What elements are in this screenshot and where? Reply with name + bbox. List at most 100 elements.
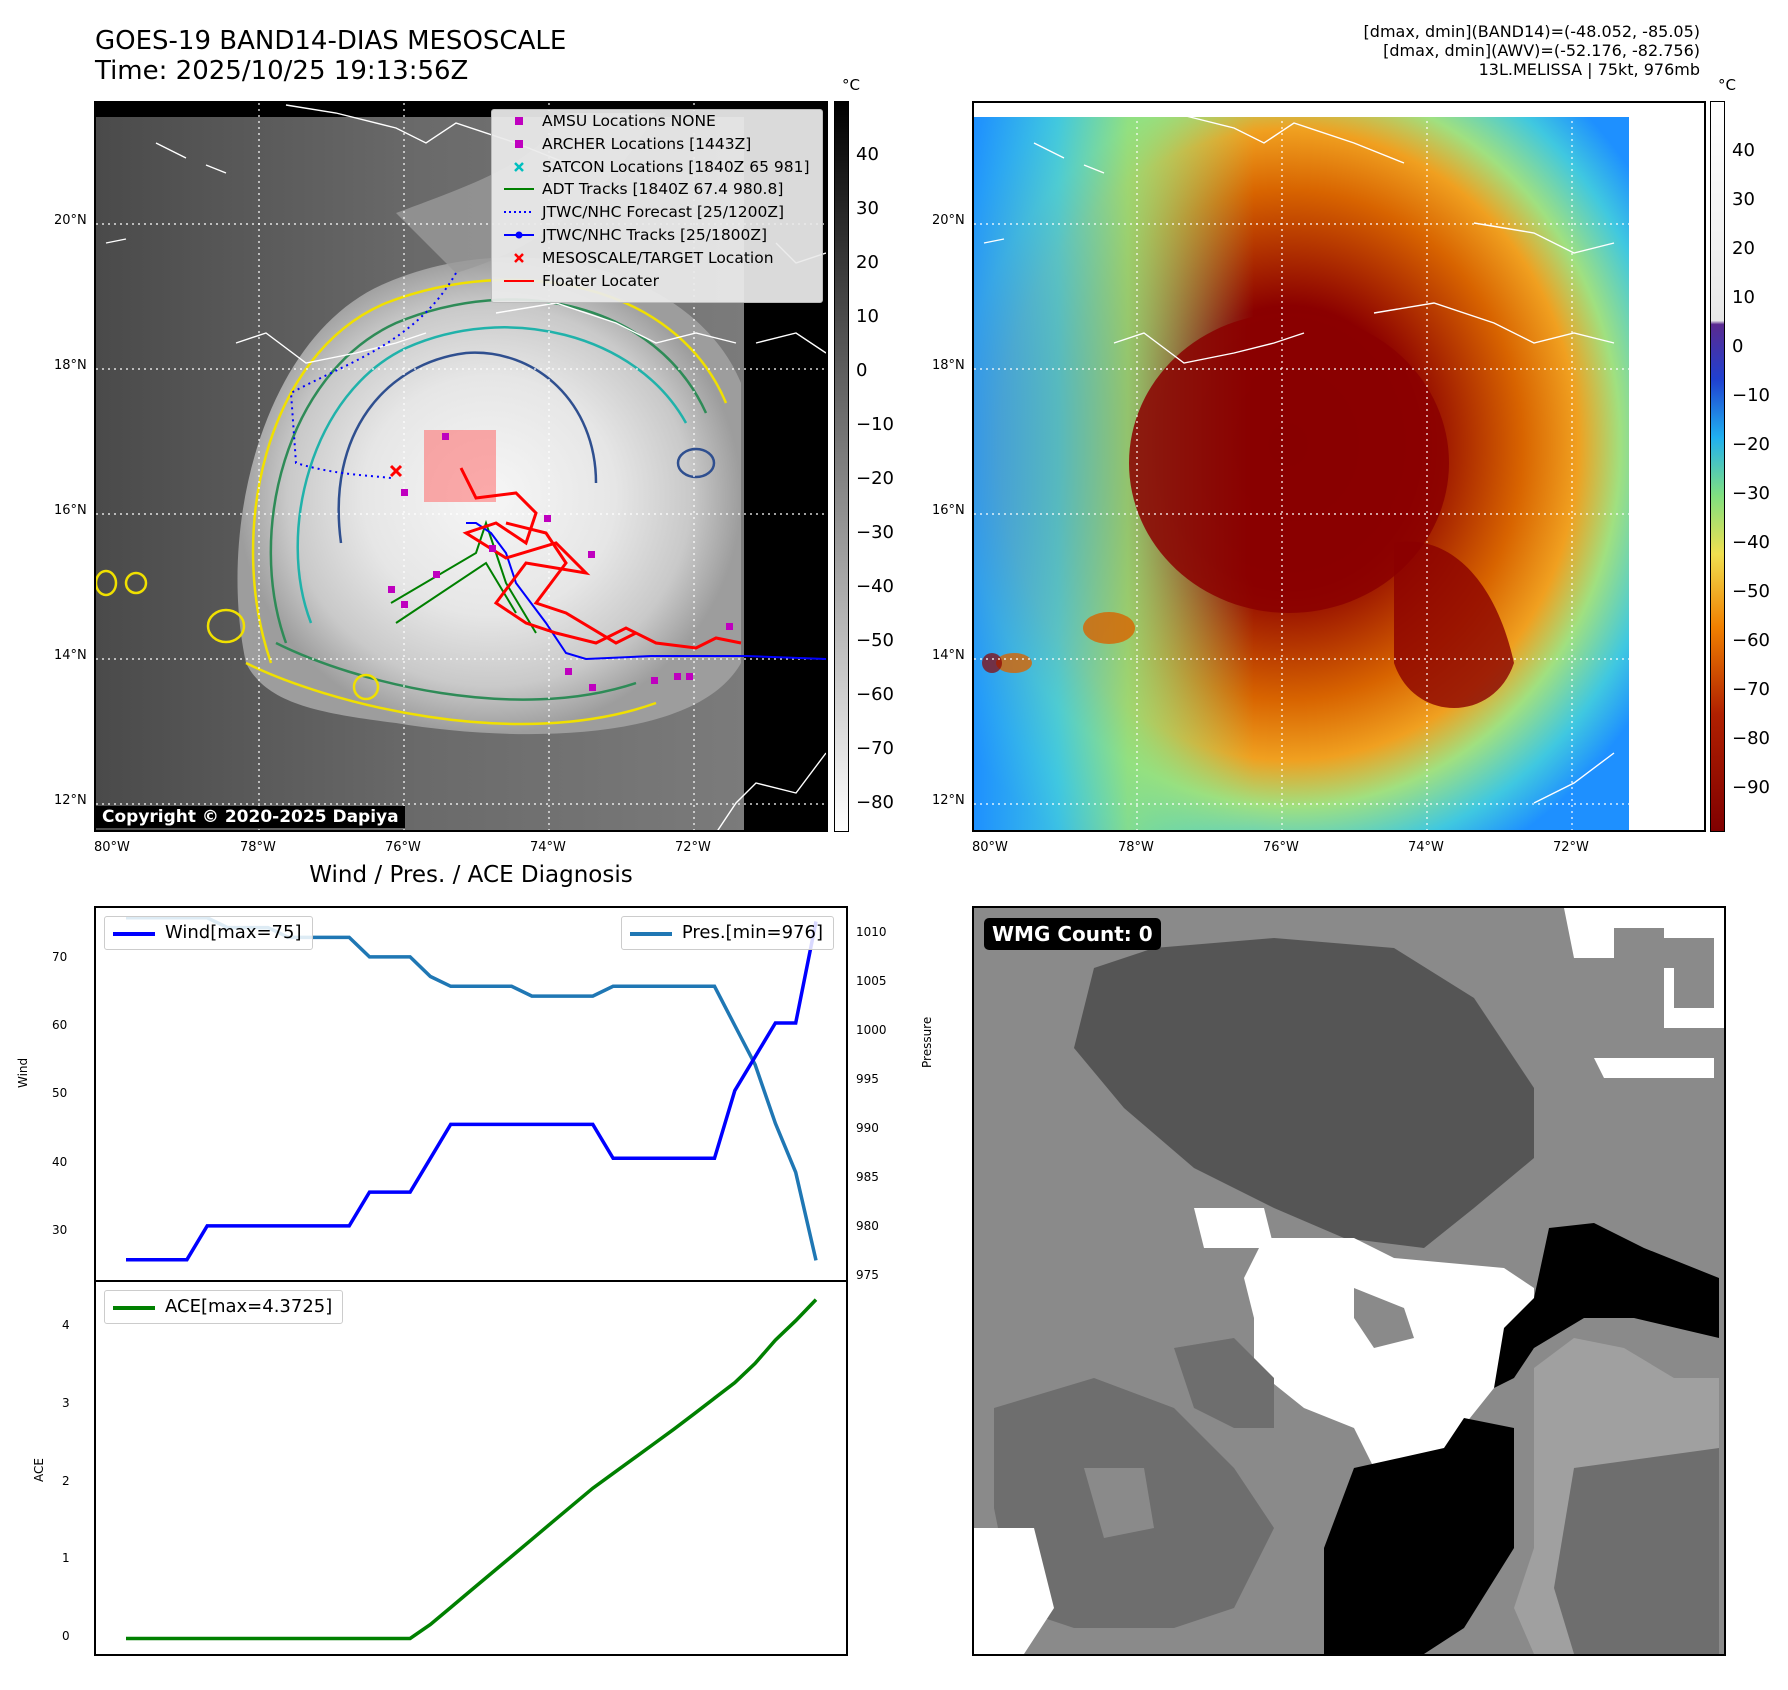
- legend-label-jtwc-tracks: JTWC/NHC Tracks [25/1800Z]: [542, 225, 768, 244]
- ace-tick-3: 3: [62, 1396, 70, 1410]
- wind-tick-50: 50: [52, 1086, 68, 1100]
- ace-tick-0: 0: [62, 1629, 70, 1643]
- pres-tick-985: 985: [856, 1170, 879, 1184]
- awv-colorbar: [1710, 101, 1725, 832]
- ir-cb-tick: −50: [856, 630, 894, 651]
- pres-tick-975: 975: [856, 1268, 879, 1282]
- legend-marker-mesoscale: [504, 247, 534, 270]
- mesoscale-target-marker: [389, 464, 403, 478]
- wind-legend-label: Wind[max=75]: [165, 922, 302, 943]
- ir-cb-tick: −70: [856, 738, 894, 759]
- legend-marker-jtwc-forecast: [504, 201, 534, 224]
- info-line-band14: [dmax, dmin](BAND14)=(-48.052, -85.05): [1363, 22, 1700, 41]
- ace-plot: [126, 1298, 818, 1641]
- ir-colorbar-unit: °C: [842, 76, 860, 94]
- wmg-count-label: WMG Count: 0: [984, 918, 1161, 950]
- right-lat-label-14n: 14°N: [932, 648, 965, 663]
- legend-label-floater: Floater Locater: [542, 271, 659, 290]
- ace-tick-1: 1: [62, 1551, 70, 1565]
- awv-map-panel: [972, 101, 1706, 832]
- left-lon-label-72w: 72°W: [675, 840, 711, 855]
- left-lon-label-76w: 76°W: [385, 840, 421, 855]
- awv-cb-tick: 40: [1732, 140, 1755, 161]
- map-legend: AMSU Locations NONE ARCHER Locations [14…: [491, 109, 823, 303]
- pres-tick-980: 980: [856, 1219, 879, 1233]
- pres-tick-1005: 1005: [856, 974, 887, 988]
- adt-tracks: [390, 519, 537, 634]
- right-lat-label-18n: 18°N: [932, 358, 965, 373]
- ir-cb-tick: 30: [856, 198, 879, 219]
- wind-series-line: [126, 921, 818, 1262]
- wmg-image: [974, 908, 1724, 1654]
- ir-cb-tick: −20: [856, 468, 894, 489]
- legend-marker-floater: [504, 270, 534, 293]
- wind-tick-70: 70: [52, 950, 68, 964]
- awv-cb-tick: 20: [1732, 238, 1755, 259]
- awv-cb-tick: −90: [1732, 777, 1770, 798]
- pressure-legend: Pres.[min=976]: [620, 916, 834, 950]
- legend-item-jtwc-tracks: JTWC/NHC Tracks [25/1800Z]: [492, 224, 822, 247]
- ir-colorbar-ticks: 40 30 20 10 0 −10 −20 −30 −40 −50 −60 −7…: [856, 144, 916, 824]
- jtwc-best-track: [466, 522, 826, 661]
- pressure-axis-label: Pressure: [920, 1016, 934, 1068]
- awv-cb-tick: −30: [1732, 483, 1770, 504]
- ir-cb-tick: 10: [856, 306, 879, 327]
- pressure-legend-line: [629, 932, 672, 936]
- ace-tick-2: 2: [62, 1474, 70, 1488]
- legend-item-satcon: SATCON Locations [1840Z 65 981]: [492, 156, 822, 179]
- awv-map-gridlines: [974, 103, 1704, 830]
- pres-tick-1000: 1000: [856, 1023, 887, 1037]
- awv-cb-tick: −60: [1732, 630, 1770, 651]
- awv-cb-tick: 30: [1732, 189, 1755, 210]
- right-lat-label-12n: 12°N: [932, 793, 965, 808]
- wind-legend: Wind[max=75]: [104, 916, 313, 950]
- right-lon-label-78w: 78°W: [1118, 840, 1154, 855]
- awv-cb-tick: 10: [1732, 287, 1755, 308]
- right-lat-label-16n: 16°N: [932, 503, 965, 518]
- ir-colorbar: [834, 101, 849, 832]
- info-block: [dmax, dmin](BAND14)=(-48.052, -85.05) […: [1364, 22, 1700, 79]
- legend-item-mesoscale: MESOSCALE/TARGET Location: [492, 247, 822, 270]
- ir-cb-tick: −30: [856, 522, 894, 543]
- wmg-panel: WMG Count: 0: [972, 906, 1726, 1656]
- ace-panel: ACE[max=4.3725]: [94, 1280, 848, 1656]
- awv-cb-tick: −70: [1732, 679, 1770, 700]
- ir-cb-tick: 40: [856, 144, 879, 165]
- awv-colorbar-unit: °C: [1718, 76, 1736, 94]
- right-lon-label-80w: 80°W: [972, 840, 1008, 855]
- legend-label-satcon: SATCON Locations [1840Z 65 981]: [542, 157, 810, 176]
- pres-tick-995: 995: [856, 1072, 879, 1086]
- legend-label-jtwc-forecast: JTWC/NHC Forecast [25/1200Z]: [542, 203, 785, 222]
- right-lon-label-72w: 72°W: [1553, 840, 1589, 855]
- awv-map-image: [974, 103, 1704, 830]
- legend-marker-archer: [504, 133, 534, 156]
- wind-axis-label: Wind: [16, 1057, 30, 1088]
- legend-marker-amsu: [504, 110, 534, 133]
- wind-tick-40: 40: [52, 1155, 68, 1169]
- awv-cb-tick: −80: [1732, 728, 1770, 749]
- left-lat-label-12n: 12°N: [54, 793, 87, 808]
- ace-axis-label: ACE: [32, 1458, 46, 1482]
- ace-series-line: [126, 1298, 818, 1641]
- right-lat-label-20n: 20°N: [932, 213, 965, 228]
- left-lat-label-20n: 20°N: [54, 213, 87, 228]
- awv-cb-tick: 0: [1732, 336, 1744, 357]
- floater-box: [424, 430, 496, 502]
- legend-item-floater: Floater Locater: [492, 270, 822, 293]
- left-lat-label-18n: 18°N: [54, 358, 87, 373]
- ir-cb-tick: −40: [856, 576, 894, 597]
- left-lon-label-80w: 80°W: [94, 840, 130, 855]
- awv-cb-tick: −50: [1732, 581, 1770, 602]
- floater-locater-track: [459, 467, 742, 650]
- wind-pressure-plot: [126, 916, 818, 1262]
- awv-cb-tick: −10: [1732, 385, 1770, 406]
- legend-marker-jtwc-tracks: [504, 224, 534, 247]
- left-lat-label-16n: 16°N: [54, 503, 87, 518]
- right-lon-label-76w: 76°W: [1263, 840, 1299, 855]
- legend-label-mesoscale: MESOSCALE/TARGET Location: [542, 248, 774, 267]
- awv-colorbar-ticks: 40 30 20 10 0 −10 −20 −30 −40 −50 −60 −7…: [1732, 140, 1788, 830]
- ir-map-panel: AMSU Locations NONE ARCHER Locations [14…: [94, 101, 828, 832]
- diagnosis-title: Wind / Pres. / ACE Diagnosis: [309, 862, 633, 888]
- left-lon-label-74w: 74°W: [530, 840, 566, 855]
- chart-time: Time: 2025/10/25 19:13:56Z: [95, 56, 469, 86]
